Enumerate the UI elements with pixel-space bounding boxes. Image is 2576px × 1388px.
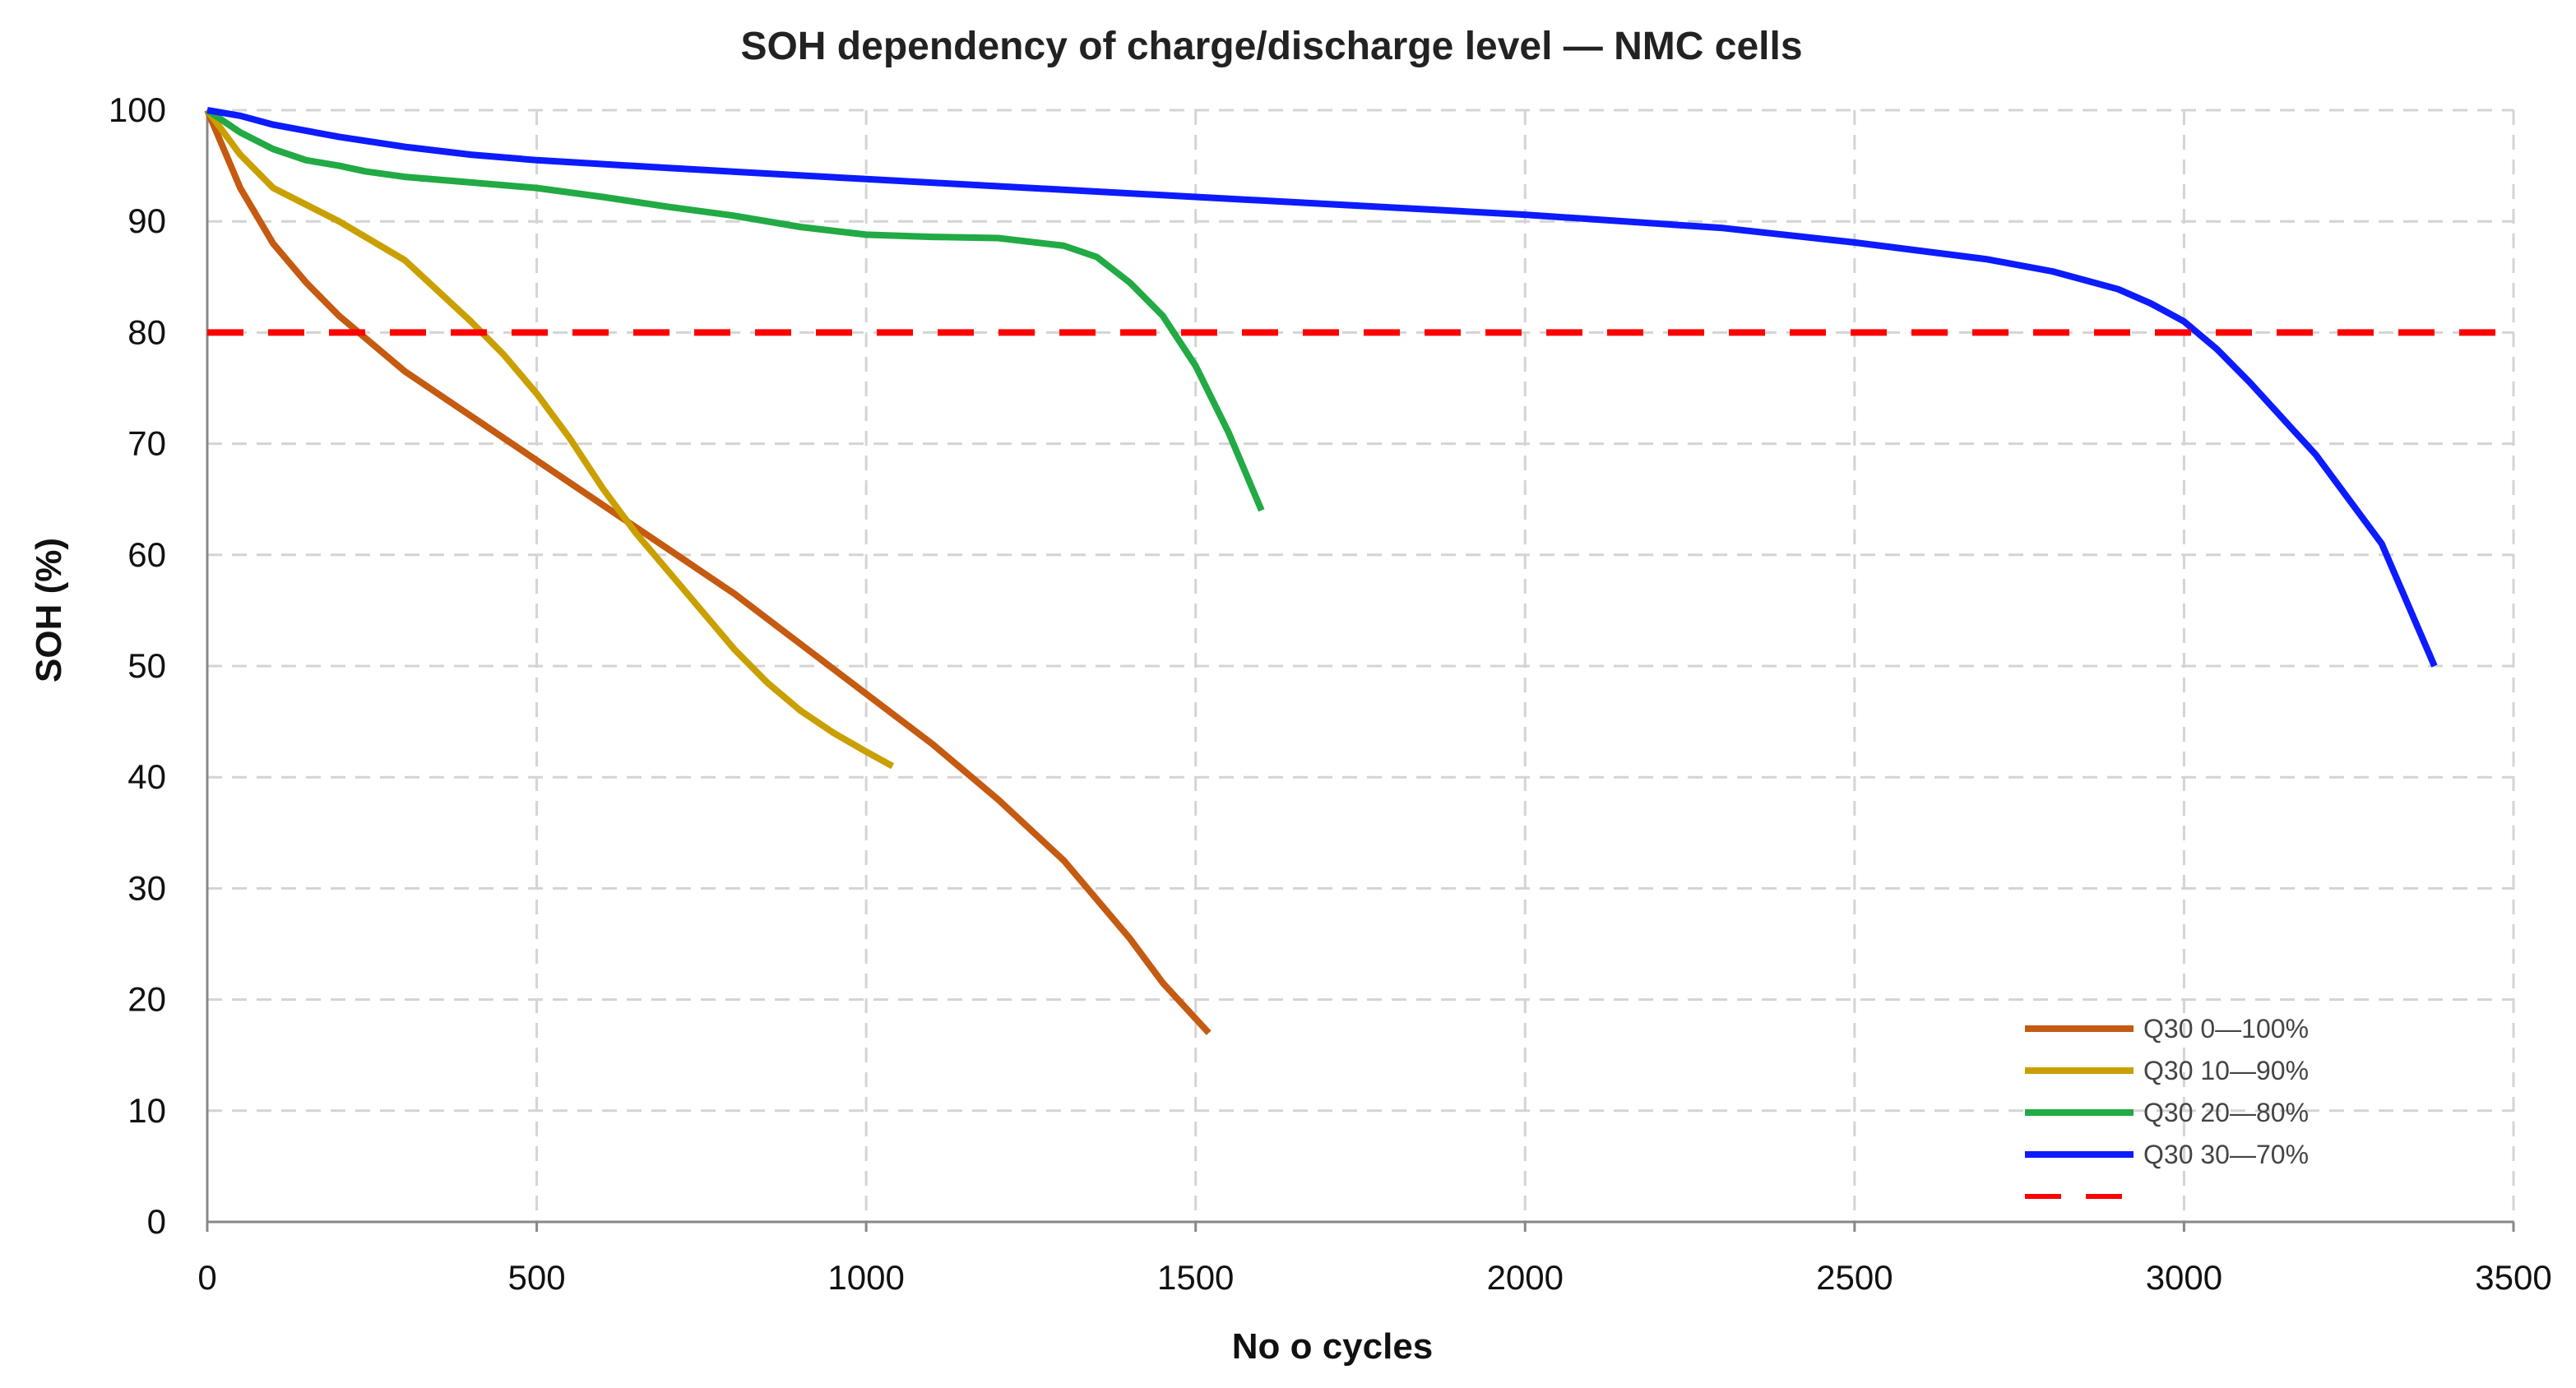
axes: 0 500 1000 1500 2000 2500 3000 3500 0 10 20 30 40 50 6…	[109, 90, 2552, 1297]
y-tick-label: 60	[127, 535, 166, 574]
x-tick-label: 1500	[1157, 1258, 1234, 1297]
series-line-4	[206, 107, 2438, 668]
y-tick-label: 20	[127, 980, 166, 1019]
legend-label: Q30 20—80%	[2143, 1098, 2309, 1127]
plot-area	[204, 107, 2513, 1035]
legend: Q30 0—100% Q30 10—90% Q30 20—80% Q30 30—70%	[2025, 1014, 2309, 1199]
y-tick-label: 40	[127, 757, 166, 796]
legend-label: Q30 30—70%	[2143, 1140, 2309, 1169]
series-line-2	[204, 108, 895, 770]
y-tick-label: 50	[127, 646, 166, 685]
y-tick-label: 30	[127, 868, 166, 907]
x-tick-label: 2500	[1816, 1258, 1893, 1297]
y-axis-label: SOH (%)	[29, 538, 69, 682]
x-tick-label: 1000	[827, 1258, 904, 1297]
legend-label: Q30 10—90%	[2143, 1056, 2309, 1085]
y-tick-label: 90	[127, 201, 166, 240]
series-line-1	[204, 109, 1212, 1035]
legend-label: Q30 0—100%	[2143, 1014, 2309, 1043]
x-tick-label: 0	[197, 1258, 216, 1297]
x-tick-label: 2000	[1487, 1258, 1564, 1297]
x-axis-label: No o cycles	[1232, 1326, 1434, 1367]
y-tick-label: 0	[147, 1202, 166, 1241]
x-tick-label: 3000	[2146, 1258, 2222, 1297]
x-tick-label: 500	[508, 1258, 566, 1297]
series-line-3	[205, 107, 1265, 512]
x-tick-label: 3500	[2475, 1258, 2551, 1297]
y-tick-label: 100	[109, 90, 166, 129]
y-tick-label: 10	[127, 1091, 166, 1130]
y-tick-label: 70	[127, 424, 166, 463]
chart-title: SOH dependency of charge/discharge level…	[740, 25, 1802, 68]
y-tick-label: 80	[127, 312, 166, 351]
